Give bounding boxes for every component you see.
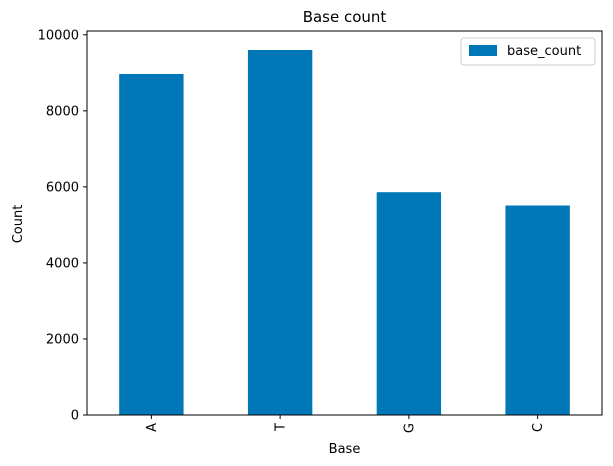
bar-a: [119, 73, 184, 416]
bar-c: [505, 205, 570, 415]
legend: base_count: [460, 37, 596, 66]
legend-swatch: [469, 45, 497, 56]
bar-g: [376, 192, 442, 415]
x-axis-label: Base: [329, 442, 361, 457]
y-tick-label: 0: [71, 409, 79, 424]
plot-frame: [86, 30, 603, 416]
y-axis-label: Count: [11, 205, 26, 244]
x-tick-label-t: T: [274, 423, 289, 432]
x-tick-label-c: C: [531, 423, 546, 432]
x-tick-label-a: A: [145, 423, 160, 432]
legend-entry-base-count: base_count: [507, 44, 581, 59]
x-tick-label-g: G: [402, 423, 417, 433]
legend-box: [460, 37, 596, 66]
chart-title: Base count: [303, 8, 387, 26]
y-tick-label: 4000: [46, 256, 79, 271]
y-axis: 0 2000 4000 6000 8000 10000: [38, 28, 87, 424]
y-tick-label: 6000: [46, 180, 79, 195]
bar-t: [247, 50, 313, 416]
y-tick-label: 8000: [46, 104, 79, 119]
y-tick-label: 10000: [38, 28, 79, 43]
bars-layer: [119, 50, 570, 416]
y-tick-label: 2000: [46, 332, 79, 347]
